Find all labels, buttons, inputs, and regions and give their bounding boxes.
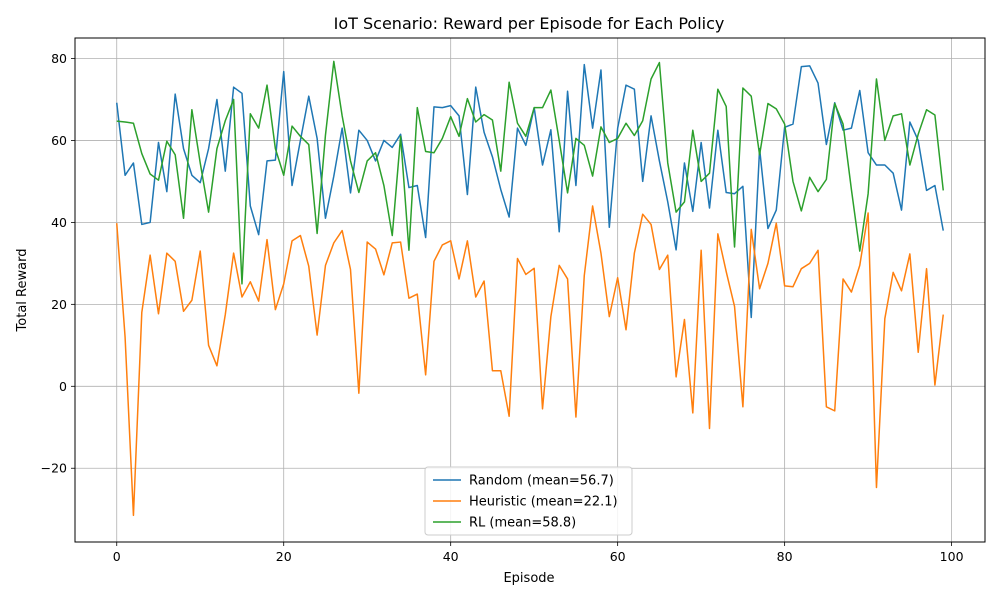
legend-entry: RL (mean=58.8)	[469, 516, 576, 531]
y-tick-label: 20	[51, 297, 67, 312]
grid	[75, 38, 985, 542]
y-tick-label: 80	[51, 51, 67, 66]
x-tick-label: 0	[113, 549, 121, 564]
y-axis-label: Total Reward	[15, 249, 30, 333]
series-line-2	[116, 60, 945, 285]
chart-title: IoT Scenario: Reward per Episode for Eac…	[334, 14, 725, 33]
series-layer	[115, 60, 945, 517]
x-axis: 0 20 40 60 80 100	[113, 542, 964, 564]
y-axis: −20 0 20 40 60 80	[41, 51, 75, 476]
legend-entry: Heuristic (mean=22.1)	[469, 495, 618, 510]
y-tick-label: 0	[59, 379, 67, 394]
y-tick-label: 40	[51, 215, 67, 230]
series-line-1	[115, 205, 945, 517]
legend-box	[424, 466, 633, 536]
y-tick-label: −20	[41, 461, 67, 476]
x-axis-label: Episode	[503, 571, 554, 586]
y-tick-label: 60	[51, 133, 67, 148]
x-tick-label: 60	[610, 549, 626, 564]
plot-frame	[74, 37, 986, 543]
x-tick-label: 20	[276, 549, 292, 564]
legend-entry: Random (mean=56.7)	[469, 474, 614, 489]
legend: Random (mean=56.7) Heuristic (mean=22.1) R…	[424, 466, 633, 536]
x-tick-label: 80	[777, 549, 793, 564]
x-tick-label: 40	[443, 549, 459, 564]
series-line-0	[115, 63, 944, 319]
x-tick-label: 100	[940, 549, 964, 564]
